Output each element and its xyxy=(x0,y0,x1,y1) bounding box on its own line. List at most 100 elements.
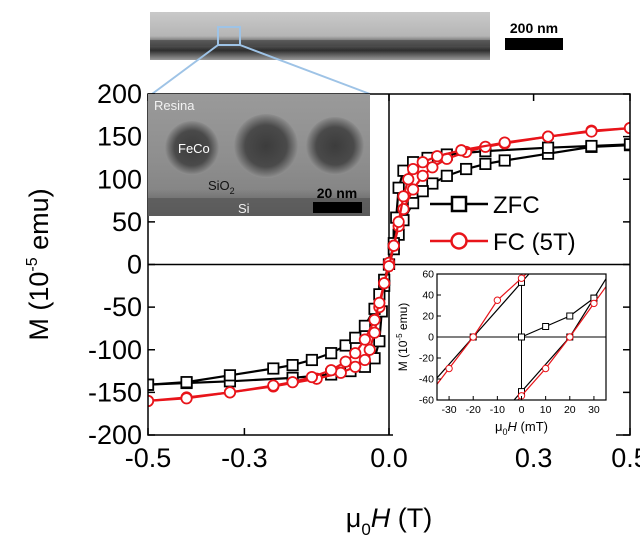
inset-y-tick-label: 40 xyxy=(422,290,434,302)
inset-y-tick-label: 0 xyxy=(428,332,434,344)
fc-point xyxy=(431,150,444,163)
x-tick-label: -0.5 xyxy=(125,443,172,473)
y-tick-label: 50 xyxy=(112,207,142,237)
y-tick-label: 100 xyxy=(97,164,142,194)
zfc-point xyxy=(541,141,555,154)
x-tick-label: 0.3 xyxy=(515,443,553,473)
fc-point xyxy=(407,162,420,176)
zfc-point xyxy=(585,139,598,153)
fc-point xyxy=(426,161,439,174)
fc-point xyxy=(358,353,371,367)
inset-fc-point xyxy=(517,274,526,282)
inset-zfc-point xyxy=(566,312,574,320)
inset-fc-point xyxy=(469,333,477,341)
tem-strip: 200 nm xyxy=(150,12,563,95)
tem-label-resina: Resina xyxy=(154,98,195,113)
zoom-line-right xyxy=(239,44,371,95)
legend-label-fc: FC (5T) xyxy=(493,229,576,256)
particle xyxy=(234,114,298,178)
y-tick-label: 0 xyxy=(127,250,142,280)
zoom-line-left xyxy=(151,44,219,95)
fc-point xyxy=(416,156,429,169)
zfc-point xyxy=(407,197,420,210)
inset-y-tick-label: -40 xyxy=(419,374,434,386)
zfc-point xyxy=(223,369,237,382)
inset-zfc-point xyxy=(518,333,525,341)
fc-point xyxy=(349,360,362,373)
inset-x-tick-label: 0 xyxy=(519,404,525,416)
fc-point xyxy=(397,190,410,203)
inset-scale-label: 20 nm xyxy=(317,185,357,201)
fc-point xyxy=(267,379,280,392)
fc-point xyxy=(368,313,381,326)
y-tick-label: -200 xyxy=(88,420,142,450)
inset-zfc-line xyxy=(521,297,595,338)
y-tick-label: -100 xyxy=(88,335,142,365)
inset-fc-point xyxy=(445,364,453,373)
inset-y-tick-label: -60 xyxy=(419,395,434,407)
fc-point xyxy=(455,144,468,157)
y-tick-label: 200 xyxy=(97,79,142,109)
legend-marker-fc xyxy=(450,232,468,250)
inset-zfc-line xyxy=(437,274,530,379)
tem-strip-layer xyxy=(150,40,490,46)
tem-label-si: Si xyxy=(238,201,250,216)
fc-point xyxy=(373,296,386,309)
zfc-point xyxy=(358,319,371,332)
strip-scale-label: 200 nm xyxy=(510,20,558,36)
inset-y-axis-title: M (10-5 emu) xyxy=(395,303,410,372)
tem-inset: Resina FeCo SiO2 Si 20 nm xyxy=(148,94,370,216)
fc-point xyxy=(416,169,429,182)
fc-point xyxy=(325,364,338,377)
legend-item-zfc: ZFC xyxy=(430,192,540,219)
y-tick-label: -50 xyxy=(103,292,142,322)
legend-item-fc: FC (5T) xyxy=(430,229,576,256)
fc-point xyxy=(541,130,555,143)
zfc-point xyxy=(180,376,193,389)
inset-y-tick-label: 60 xyxy=(422,269,434,281)
inset-fc-point xyxy=(541,364,550,373)
x-tick-label: 0.5 xyxy=(611,443,640,473)
tem-label-sio2: SiO2 xyxy=(208,178,235,196)
inset-plot-area xyxy=(437,274,606,400)
inset-x-tick-label: 30 xyxy=(588,404,600,416)
fc-point xyxy=(180,392,193,405)
fc-point xyxy=(382,260,396,273)
zfc-point xyxy=(498,154,511,167)
fc-point xyxy=(363,343,376,356)
zfc-point xyxy=(440,169,453,182)
fc-point xyxy=(339,355,352,368)
fc-point xyxy=(392,215,405,228)
tem-label-feco: FeCo xyxy=(178,141,210,156)
legend: ZFC FC (5T) xyxy=(430,192,576,256)
particle xyxy=(165,121,219,175)
inset-y-tick-label: -20 xyxy=(419,353,434,365)
fc-point xyxy=(407,183,420,196)
zfc-point xyxy=(479,157,492,170)
particle xyxy=(306,117,364,175)
zfc-point xyxy=(426,177,439,190)
strip-scale-bar xyxy=(505,38,563,50)
inset-fc-line xyxy=(437,274,527,386)
inset-scale-bar xyxy=(313,202,362,213)
zfc-point xyxy=(349,331,362,344)
inset-x-tick-label: -30 xyxy=(441,404,456,416)
y-tick-label: 150 xyxy=(97,122,142,152)
zoom-box xyxy=(217,26,241,46)
y-axis-title: M (10-5 emu) xyxy=(24,188,54,340)
inset-x-tick-label: 20 xyxy=(564,404,576,416)
fc-point xyxy=(223,386,237,399)
fc-point xyxy=(358,333,371,346)
legend-marker-zfc xyxy=(450,195,468,213)
inset-x-tick-label: -10 xyxy=(490,404,505,416)
legend-label-zfc: ZFC xyxy=(493,192,540,219)
inset-x-axis-title: μ0H (mT) xyxy=(495,419,548,437)
zfc-point xyxy=(286,359,299,372)
tem-strip-image xyxy=(150,12,490,60)
inset-fc-point xyxy=(493,296,502,304)
y-tick-label: -150 xyxy=(88,377,142,407)
inset-background xyxy=(393,270,616,440)
fc-point xyxy=(378,277,391,290)
